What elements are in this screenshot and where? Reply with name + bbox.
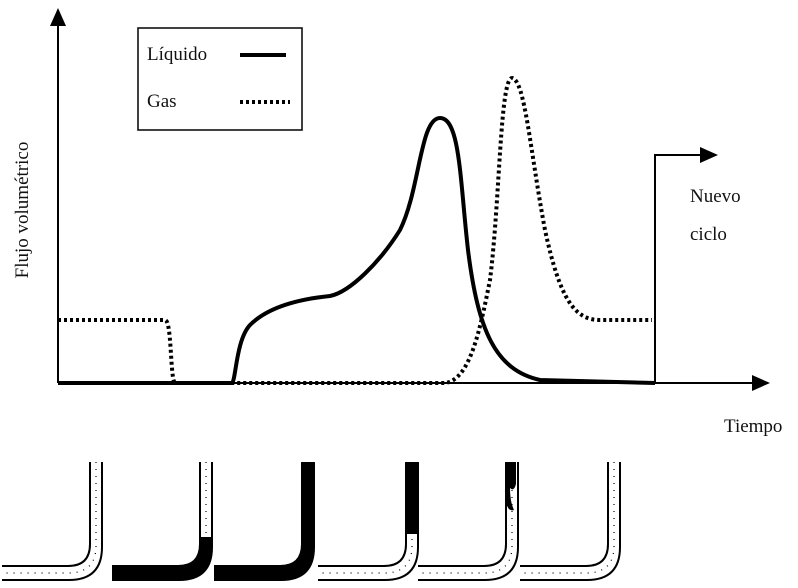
- annotation-line: ciclo: [690, 224, 727, 245]
- annotation-line: Nuevo: [690, 186, 741, 207]
- pipe-stage: [417, 461, 519, 581]
- legend-label: Líquido: [147, 44, 207, 65]
- liquid-curve: [58, 115, 656, 385]
- new-cycle-arrow: [654, 147, 718, 383]
- y-axis-label: Flujo volumétrico: [12, 142, 33, 279]
- pipe-stage: [213, 461, 315, 581]
- pipe-stage: [317, 461, 419, 581]
- legend-box: [137, 27, 303, 131]
- pipe-stage: [1, 461, 103, 581]
- legend-label: Gas: [147, 91, 177, 112]
- pipe-stage: [519, 461, 621, 581]
- pipe-stage: [111, 461, 213, 581]
- x-axis-label: Tiempo: [724, 416, 782, 437]
